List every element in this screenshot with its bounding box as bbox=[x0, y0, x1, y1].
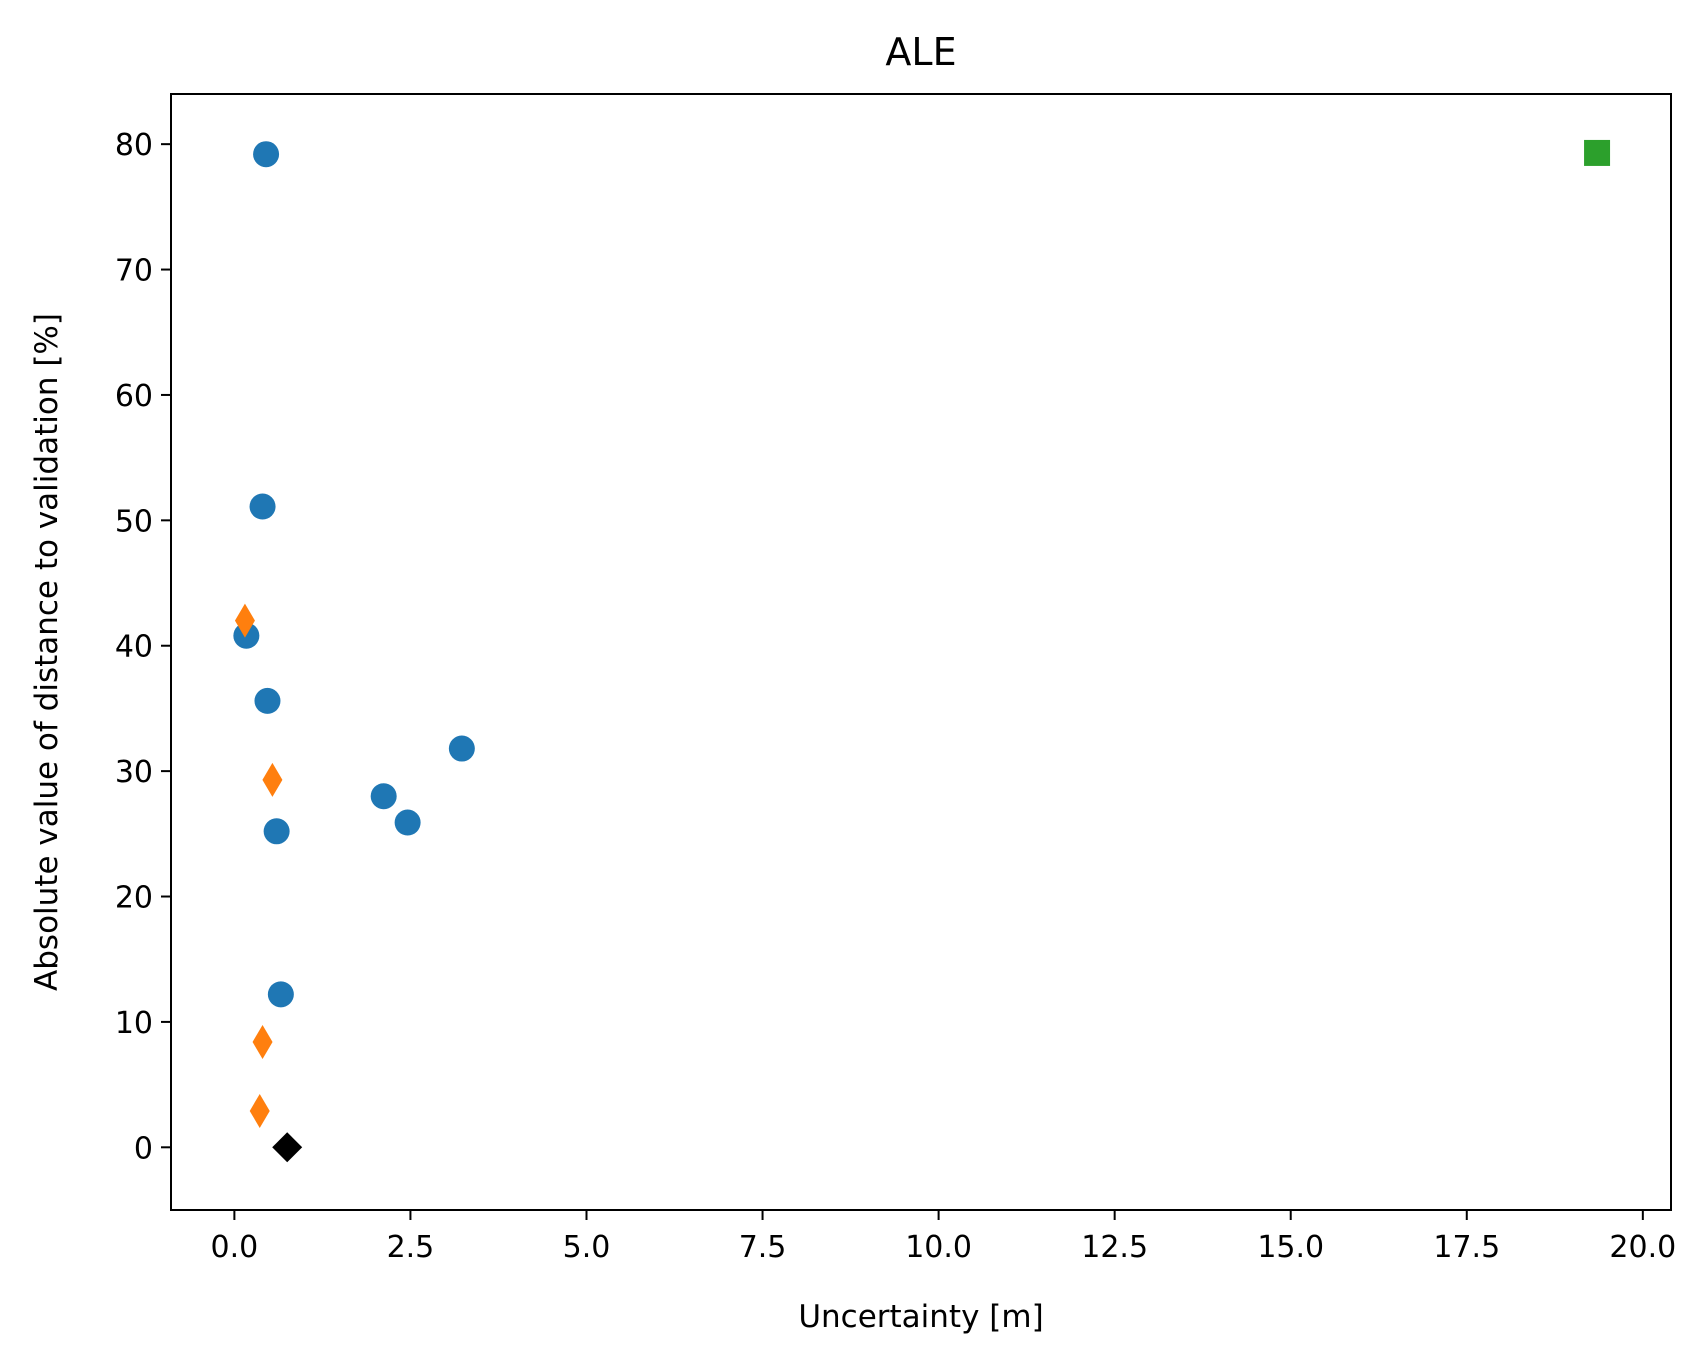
data-point-circle bbox=[254, 687, 281, 714]
y-tick-label: 80 bbox=[115, 128, 153, 163]
data-point-circle bbox=[253, 141, 280, 168]
x-tick-label: 20.0 bbox=[1609, 1230, 1676, 1265]
data-point-thin-diamond bbox=[252, 1024, 273, 1059]
data-point-circle bbox=[249, 493, 276, 520]
y-tick-label: 70 bbox=[115, 254, 153, 289]
x-tick-label: 10.0 bbox=[905, 1230, 972, 1265]
x-tick-label: 7.5 bbox=[739, 1230, 787, 1265]
y-tick-label: 60 bbox=[115, 379, 153, 414]
y-tick-label: 20 bbox=[115, 881, 153, 916]
y-tick-label: 40 bbox=[115, 630, 153, 665]
data-point-circle bbox=[448, 735, 475, 762]
data-point-circle bbox=[370, 783, 397, 810]
chart-title: ALE bbox=[885, 30, 956, 74]
data-point-circle bbox=[263, 818, 290, 845]
data-point-square bbox=[1584, 139, 1611, 166]
y-tick-label: 50 bbox=[115, 504, 153, 539]
x-axis-ticks: 0.0 2.5 5.0 7.5 10.0 12.5 15.0 17.5 20.0 bbox=[211, 1210, 1676, 1265]
x-tick-label: 2.5 bbox=[387, 1230, 435, 1265]
data-point-circle bbox=[394, 809, 421, 836]
x-tick-label: 5.0 bbox=[563, 1230, 611, 1265]
data-point-thin-diamond bbox=[262, 762, 283, 797]
x-axis-label: Uncertainty [m] bbox=[798, 1299, 1043, 1335]
data-point-thin-diamond bbox=[234, 603, 255, 638]
y-tick-label: 10 bbox=[115, 1006, 153, 1041]
plot-area-frame bbox=[170, 93, 1672, 1211]
data-point-thin-diamond bbox=[249, 1093, 270, 1128]
y-tick-label: 0 bbox=[134, 1131, 153, 1166]
y-tick-label: 30 bbox=[115, 755, 153, 790]
data-points bbox=[233, 139, 1611, 1163]
x-tick-label: 12.5 bbox=[1081, 1230, 1148, 1265]
data-point-circle bbox=[267, 981, 294, 1008]
x-tick-label: 17.5 bbox=[1433, 1230, 1500, 1265]
y-axis-ticks: 0 10 20 30 40 50 60 70 80 bbox=[115, 128, 171, 1166]
x-tick-label: 15.0 bbox=[1257, 1230, 1324, 1265]
data-point-circle bbox=[233, 622, 260, 649]
data-point-diamond bbox=[272, 1132, 303, 1163]
x-tick-label: 0.0 bbox=[211, 1230, 259, 1265]
y-axis-label: Absolute value of distance to validation… bbox=[29, 313, 65, 991]
